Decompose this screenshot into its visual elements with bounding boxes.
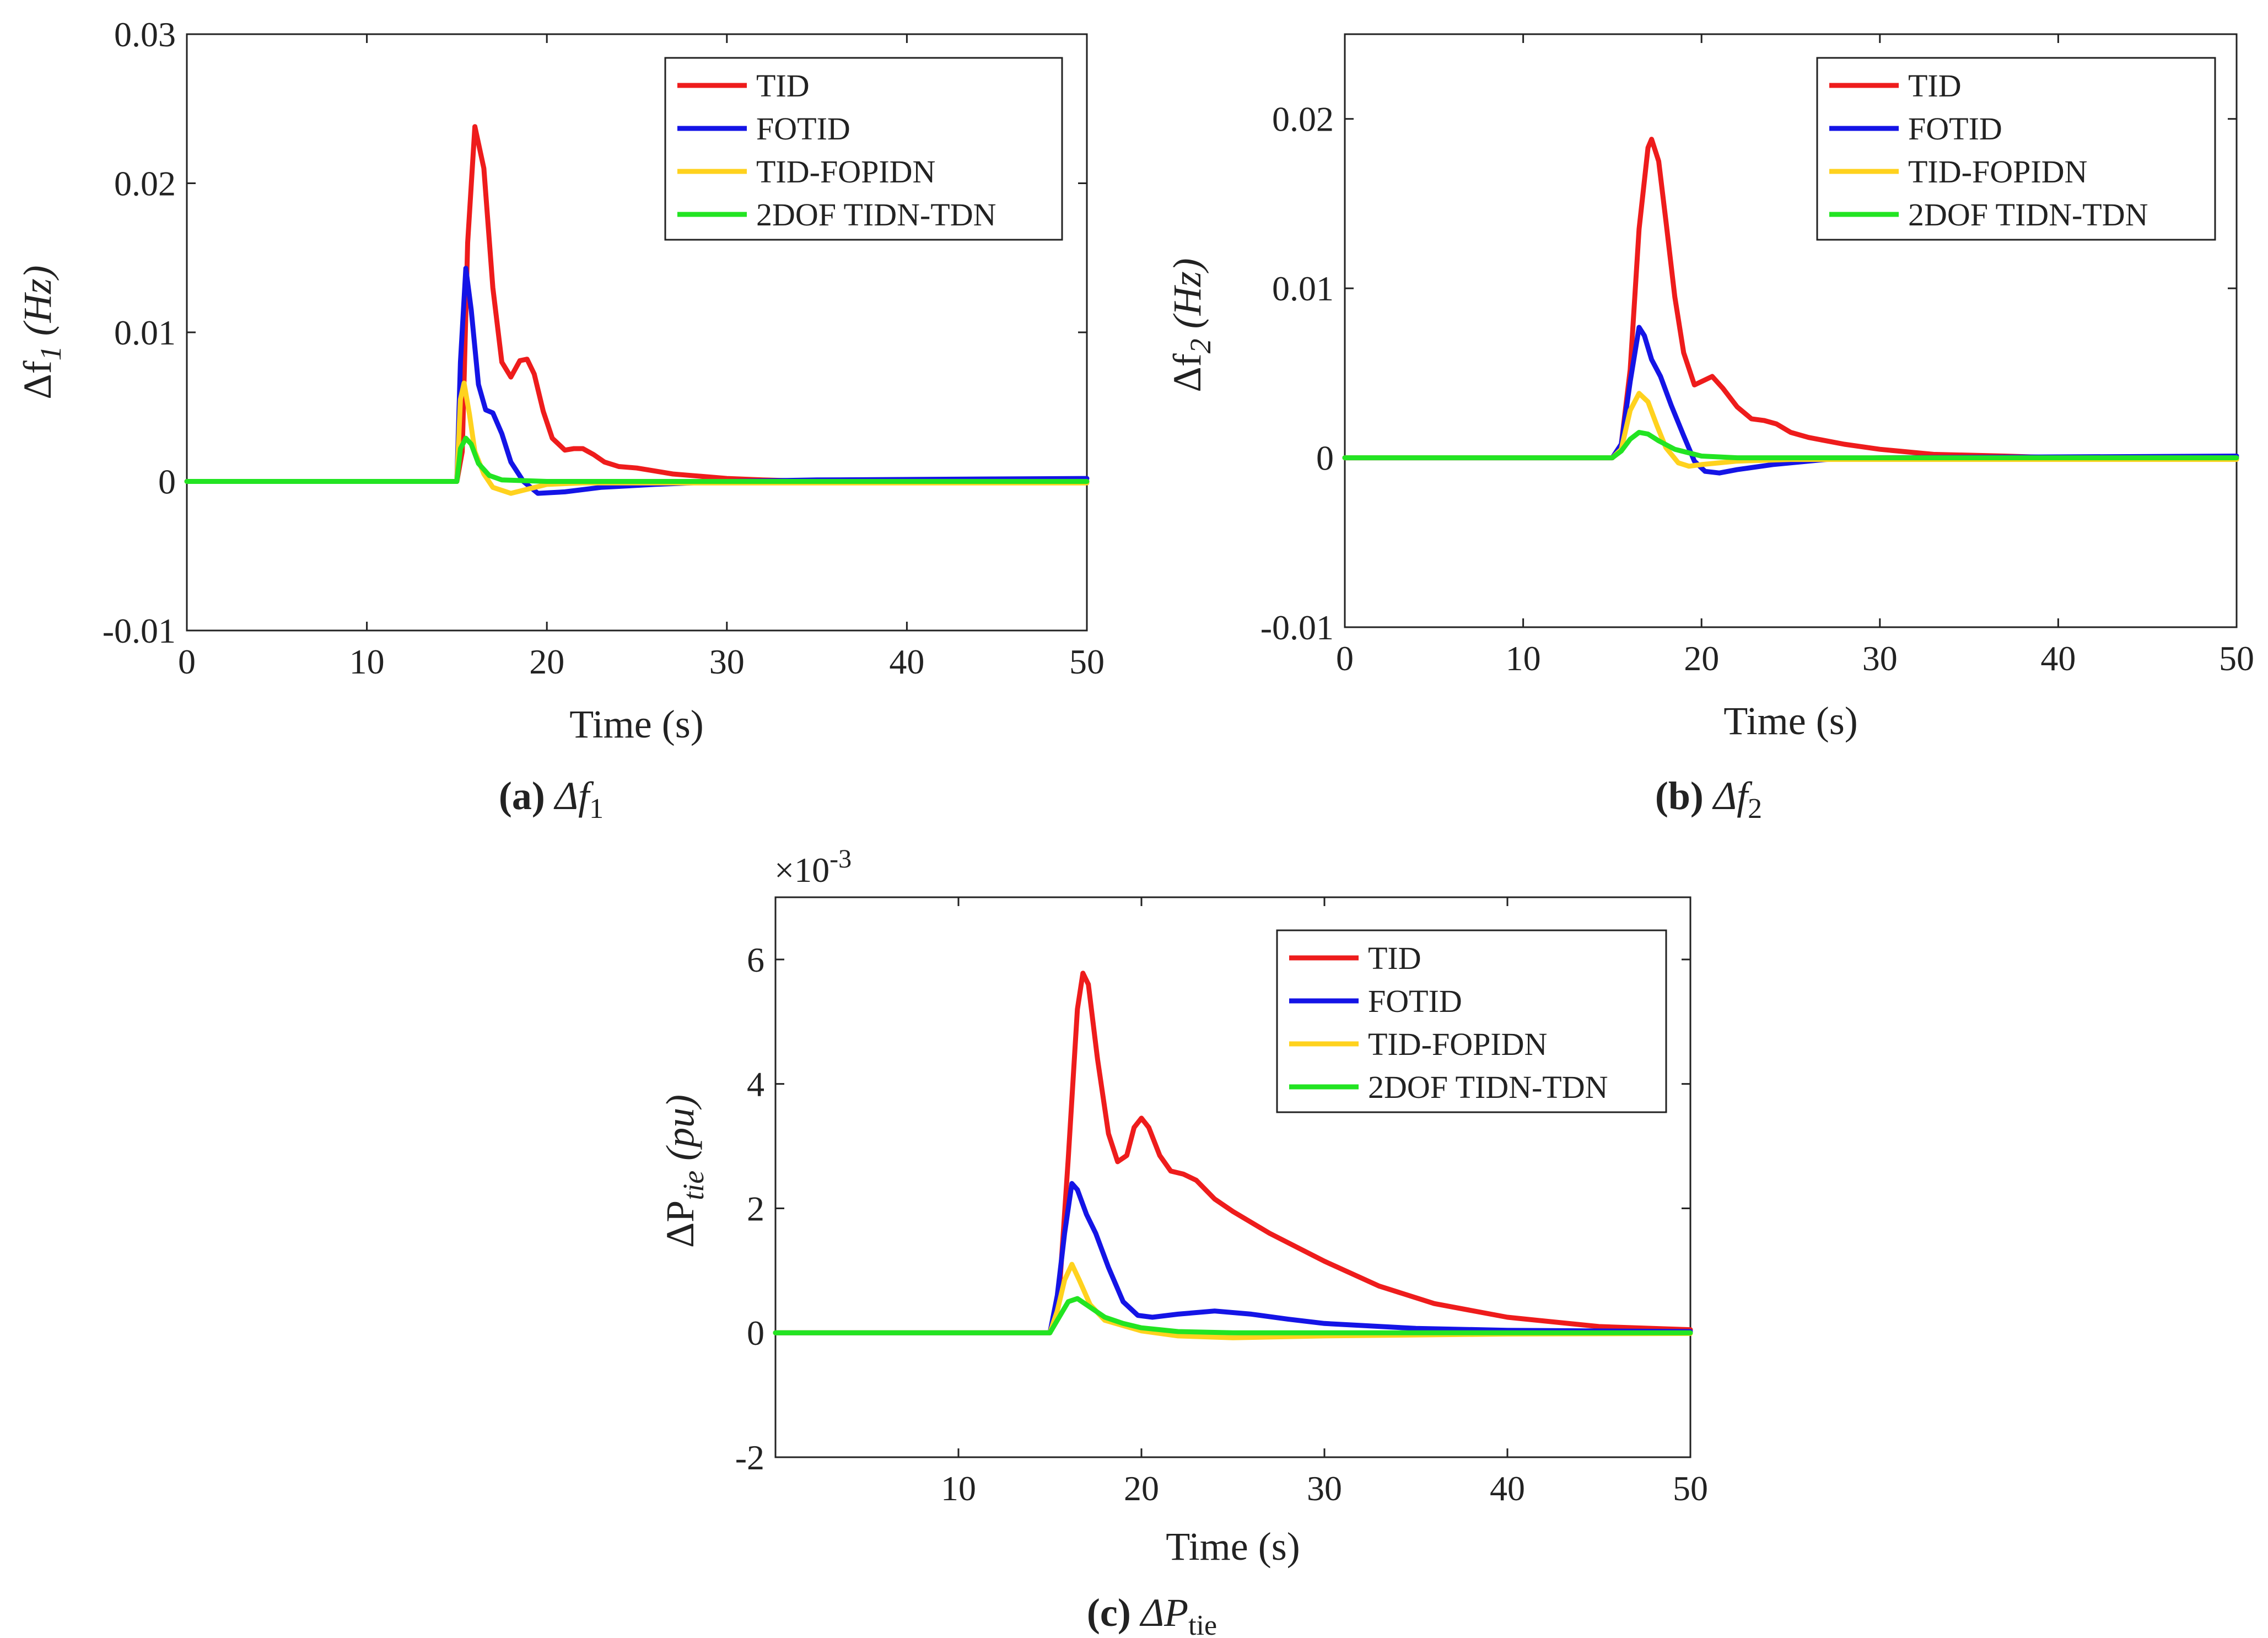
ytick-label: 0.02 — [1272, 100, 1334, 139]
legend-label: TID — [1908, 68, 1962, 104]
ylabel-a-sub: 1 — [34, 346, 67, 360]
caption-c: (c) ΔPtie — [1087, 1591, 1217, 1638]
xtick-label: 50 — [1069, 642, 1105, 681]
caption-b-label: (b) — [1655, 774, 1704, 818]
ylabel-c-main: ΔP — [658, 1200, 702, 1248]
xtick-label: 0 — [178, 642, 196, 681]
ylabel-b-sub: 2 — [1184, 338, 1217, 353]
legend-label: 2DOF TIDN-TDN — [756, 197, 996, 233]
legend-label: TID — [1368, 940, 1421, 976]
exponent-label-c: ×10-3 — [774, 844, 852, 890]
ylabel-c: ΔPtie (pu) — [658, 1095, 710, 1248]
panel-c: 10 20 30 40 50 -2 0 2 4 6 TID FOTID TID-FOPIDN 2DOF … — [658, 844, 1708, 1638]
legend-a: TID FOTID TID-FOPIDN 2DOF TIDN-TDN — [664, 57, 1063, 241]
xtick-label: 30 — [1307, 1469, 1342, 1508]
legend-box — [1276, 929, 1667, 1113]
legend-label: TID — [756, 68, 810, 104]
series-line-2dof-tidn-tdn — [184, 435, 1090, 484]
series-line-tid — [184, 124, 1090, 484]
caption-b: (b) Δf2 — [1655, 774, 1762, 825]
series-line-2dof-tidn-tdn — [773, 1296, 1693, 1335]
exponent-c-base: ×10 — [774, 850, 829, 890]
ytick-label: -0.01 — [103, 611, 176, 650]
ytick-label: 0.03 — [114, 15, 176, 54]
ytick-label: -2 — [735, 1438, 764, 1477]
ticks-c: 10 20 30 40 50 -2 0 2 4 6 — [735, 897, 1708, 1508]
ylabel-b-unit: (Hz) — [1165, 258, 1209, 328]
ytick-label: 0.01 — [1272, 269, 1334, 308]
ytick-label: 0 — [1316, 439, 1334, 478]
xtick-label: 40 — [2040, 639, 2076, 678]
ytick-label: 4 — [747, 1065, 764, 1104]
xtick-label: 20 — [1124, 1469, 1159, 1508]
legend-label: FOTID — [1368, 983, 1462, 1019]
xtick-label: 10 — [349, 642, 385, 681]
xtick-label: 40 — [889, 642, 924, 681]
ylabel-a: Δf1 (Hz) — [15, 265, 67, 399]
series-a — [184, 124, 1090, 496]
ytick-label: 0 — [158, 462, 176, 502]
legend-label: 2DOF TIDN-TDN — [1368, 1069, 1608, 1105]
ytick-label: 0.02 — [114, 164, 176, 203]
xtick-label: 20 — [1684, 639, 1719, 678]
ylabel-c-unit: (pu) — [658, 1095, 702, 1161]
xlabel-c: Time (s) — [1166, 1524, 1300, 1569]
legend-c: TID FOTID TID-FOPIDN 2DOF TIDN-TDN — [1276, 929, 1667, 1113]
ylabel-a-main: Δf — [15, 360, 60, 399]
series-line-fotid — [1342, 325, 2239, 476]
series-line-tid-fopidn — [1342, 391, 2239, 469]
caption-a-sub: 1 — [589, 793, 604, 825]
legend-label: 2DOF TIDN-TDN — [1908, 197, 2148, 233]
xtick-label: 40 — [1490, 1469, 1525, 1508]
legend-label: FOTID — [1908, 111, 2002, 147]
xtick-label: 20 — [529, 642, 564, 681]
legend-label: TID-FOPIDN — [756, 154, 935, 190]
series-line-2dof-tidn-tdn — [1342, 430, 2239, 461]
caption-a-sym: Δf — [553, 774, 594, 818]
caption-b-sub: 2 — [1748, 793, 1762, 825]
legend-b: TID FOTID TID-FOPIDN 2DOF TIDN-TDN — [1816, 57, 2216, 241]
ylabel-b-main: Δf — [1165, 353, 1209, 392]
xtick-label: 50 — [2219, 639, 2254, 678]
xlabel-b: Time (s) — [1723, 699, 1857, 743]
ytick-label: 2 — [747, 1189, 764, 1228]
xlabel-a: Time (s) — [569, 702, 703, 746]
ytick-label: 0 — [747, 1313, 764, 1353]
caption-c-sub: tie — [1188, 1610, 1217, 1638]
xtick-label: 50 — [1673, 1469, 1708, 1508]
ylabel-b: Δf2 (Hz) — [1165, 258, 1217, 392]
xtick-label: 10 — [941, 1469, 976, 1508]
ylabel-a-unit: (Hz) — [15, 265, 60, 336]
ylabel-c-sub: tie — [677, 1171, 710, 1200]
ytick-label: -0.01 — [1260, 608, 1334, 647]
legend-label: TID-FOPIDN — [1908, 154, 2087, 190]
ytick-label: 6 — [747, 940, 764, 979]
xtick-label: 10 — [1506, 639, 1541, 678]
caption-c-label: (c) — [1087, 1591, 1131, 1635]
xtick-label: 30 — [709, 642, 745, 681]
legend-box — [664, 57, 1063, 241]
xtick-label: 0 — [1336, 639, 1354, 678]
legend-label: TID-FOPIDN — [1368, 1026, 1547, 1062]
series-b — [1342, 137, 2239, 476]
series-c — [773, 971, 1693, 1340]
caption-b-sym: Δf — [1712, 774, 1753, 818]
xtick-label: 30 — [1862, 639, 1898, 678]
legend-box — [1816, 57, 2216, 241]
caption-c-sym: ΔP — [1139, 1591, 1188, 1635]
caption-a-label: (a) — [499, 774, 545, 818]
series-line-fotid — [773, 1181, 1693, 1335]
exponent-c-power: -3 — [829, 844, 852, 874]
series-line-tid — [773, 971, 1693, 1335]
caption-a: (a) Δf1 — [499, 774, 604, 825]
ytick-label: 0.01 — [114, 313, 176, 352]
legend-label: FOTID — [756, 111, 850, 147]
series-line-tid — [1342, 137, 2239, 461]
